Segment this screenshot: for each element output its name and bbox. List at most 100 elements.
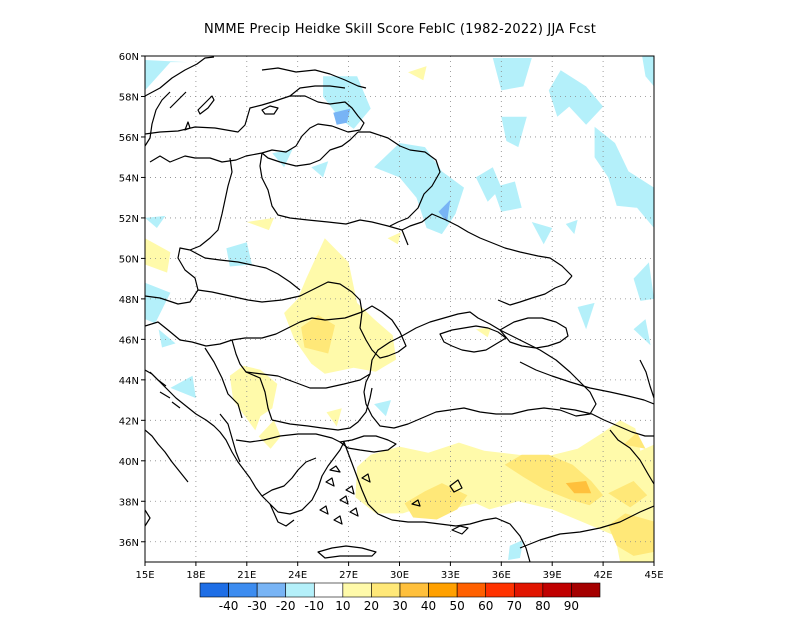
border-syria-iraq bbox=[519, 505, 654, 549]
skill-region-23 bbox=[170, 375, 196, 399]
skill-region-17 bbox=[311, 161, 329, 178]
map-title: NMME Precip Heidke Skill Score FebIC (19… bbox=[204, 22, 596, 37]
skill-region-2 bbox=[333, 108, 351, 125]
longitude-tick-labels: 15E 18E 21E 24E 27E 30E 33E 36E 39E 42E 45E bbox=[135, 562, 664, 581]
x-tick-label: 30E bbox=[390, 570, 409, 581]
skill-region-40 bbox=[387, 232, 402, 245]
islands-dalmatian bbox=[149, 371, 181, 409]
skill-region-10 bbox=[594, 126, 654, 228]
border-russia-belarus bbox=[358, 131, 441, 227]
x-tick-label: 36E bbox=[492, 570, 511, 581]
colorbar-label: 30 bbox=[392, 599, 407, 613]
y-tick-label: 50N bbox=[119, 254, 139, 265]
skill-region-32 bbox=[355, 420, 654, 562]
border-czech-poland bbox=[189, 249, 301, 291]
border-romania-serbia bbox=[231, 339, 273, 421]
y-tick-label: 56N bbox=[119, 133, 139, 144]
skill-region-16 bbox=[272, 149, 293, 168]
border-serbia-bosnia bbox=[204, 347, 243, 419]
border-germany-poland bbox=[189, 157, 233, 251]
colorbar-swatch bbox=[228, 582, 258, 598]
skill-region-7 bbox=[501, 116, 527, 148]
island-cyprus bbox=[451, 525, 469, 535]
colorbar-label: 90 bbox=[564, 599, 579, 613]
border-slovakia-hungary bbox=[197, 281, 363, 313]
colorbar-label: -30 bbox=[247, 599, 267, 613]
x-tick-label: 33E bbox=[441, 570, 460, 581]
border-moldova bbox=[359, 305, 407, 359]
skill-region-15 bbox=[145, 215, 166, 228]
skill-region-6 bbox=[492, 181, 522, 212]
island-saaremaa bbox=[261, 105, 279, 115]
coastline-sweden bbox=[145, 91, 187, 147]
border-poland-belarus bbox=[259, 152, 409, 246]
latitude-tick-labels: 36N 38N 40N 42N 44N 46N 48N 50N 52N 54N 56N 58N 60N bbox=[119, 52, 145, 549]
border-slovenia-croatia bbox=[145, 321, 233, 347]
colorbar-swatch bbox=[542, 582, 572, 598]
colorbar-swatch bbox=[399, 582, 429, 598]
skill-region-38 bbox=[608, 513, 654, 556]
islands-aegean bbox=[319, 465, 371, 525]
y-tick-label: 60N bbox=[119, 52, 139, 63]
colorbar-label: -10 bbox=[304, 599, 324, 613]
colorbar-label: 10 bbox=[335, 599, 350, 613]
border-greece-north bbox=[235, 433, 341, 443]
coastline-turkey-south bbox=[343, 441, 531, 562]
colorbar-swatch bbox=[199, 582, 229, 598]
x-tick-label: 27E bbox=[339, 570, 358, 581]
y-tick-label: 42N bbox=[119, 416, 139, 427]
y-tick-label: 44N bbox=[119, 376, 139, 387]
lakes-turkey bbox=[411, 479, 463, 507]
border-caucasus bbox=[519, 361, 654, 405]
skill-region-22 bbox=[158, 329, 176, 348]
colorbar-swatch bbox=[342, 582, 372, 598]
colorbar: -40 -30 -20 -10 10 20 30 40 50 60 70 80 90 bbox=[199, 582, 601, 613]
x-tick-label: 45E bbox=[644, 570, 663, 581]
colorbar-swatch bbox=[313, 582, 344, 598]
coastline-marmara bbox=[339, 435, 397, 453]
colorbar-swatch bbox=[513, 582, 544, 598]
y-tick-label: 54N bbox=[119, 173, 139, 184]
coastlines-and-borders bbox=[145, 56, 654, 562]
y-tick-label: 48N bbox=[119, 295, 139, 306]
y-tick-label: 38N bbox=[119, 497, 139, 508]
skill-region-31 bbox=[326, 408, 342, 427]
coastline-greece bbox=[243, 441, 345, 527]
colorbar-label: 60 bbox=[478, 599, 493, 613]
border-georgia-armenia bbox=[559, 407, 654, 437]
coastline-caspian bbox=[639, 359, 654, 399]
skill-region-29 bbox=[229, 365, 278, 431]
skill-region-36 bbox=[608, 481, 648, 508]
y-tick-label: 36N bbox=[119, 538, 139, 549]
skill-region-14 bbox=[226, 242, 252, 267]
skill-region-30 bbox=[258, 420, 281, 449]
colorbar-label: 40 bbox=[421, 599, 436, 613]
colorbar-swatch bbox=[485, 582, 515, 598]
skill-region-39 bbox=[246, 217, 274, 231]
colorbar-label: 50 bbox=[450, 599, 465, 613]
skill-region-24 bbox=[374, 400, 391, 417]
skill-region-13 bbox=[565, 219, 578, 235]
border-albania bbox=[219, 413, 241, 463]
border-austria bbox=[145, 247, 199, 305]
colorbar-swatch bbox=[571, 582, 601, 598]
skill-region-25 bbox=[508, 539, 524, 560]
colorbar-label: -20 bbox=[276, 599, 296, 613]
skill-region-41 bbox=[475, 327, 492, 338]
y-tick-label: 46N bbox=[119, 335, 139, 346]
x-tick-label: 42E bbox=[594, 570, 613, 581]
border-bulgaria-south bbox=[271, 387, 373, 431]
skill-region-28 bbox=[301, 315, 335, 354]
coastline-italy bbox=[145, 429, 189, 527]
island-gotland bbox=[197, 95, 215, 115]
skill-region-18 bbox=[145, 282, 171, 324]
border-romania-bulgaria bbox=[245, 371, 371, 389]
skill-region-19 bbox=[577, 302, 595, 330]
x-tick-label: 18E bbox=[186, 570, 205, 581]
skill-region-0 bbox=[145, 60, 188, 91]
skill-region-35 bbox=[565, 481, 592, 494]
skill-region-37 bbox=[623, 432, 646, 449]
colorbar-label: 20 bbox=[364, 599, 379, 613]
border-ukraine-north bbox=[401, 213, 573, 277]
